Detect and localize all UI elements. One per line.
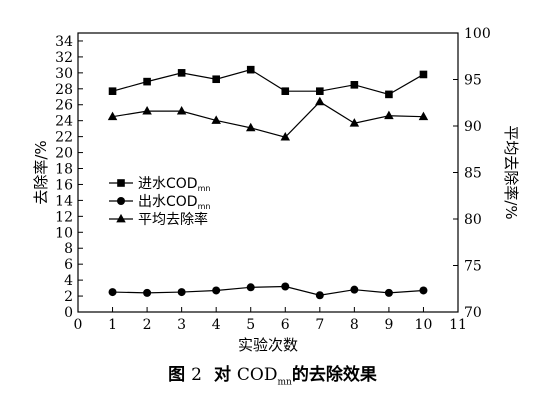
data-point-circle [212, 286, 221, 295]
y-left-tick-label: 24 [55, 114, 73, 130]
y-right-tick-label: 75 [464, 259, 482, 275]
data-point-square [419, 70, 428, 79]
caption-cod: COD [236, 365, 278, 385]
y-left-tick-label: 18 [55, 162, 73, 178]
legend-label-square: 进水CODmn [138, 176, 210, 193]
data-point-triangle [176, 106, 187, 115]
x-tick-label: 0 [74, 317, 83, 333]
series-line-triangle [112, 101, 424, 138]
y-left-tick-label: 8 [64, 241, 73, 257]
data-point-triangle [245, 122, 256, 132]
legend-marker-triangle [116, 213, 126, 223]
data-point-square [212, 75, 220, 84]
data-point-square [281, 87, 290, 95]
data-point-circle [177, 288, 186, 297]
data-point-triangle [384, 110, 394, 120]
x-tick-label: 10 [415, 317, 433, 333]
data-point-square [316, 87, 324, 95]
data-point-circle [108, 288, 117, 297]
caption-number: 2 [191, 365, 202, 385]
data-point-triangle [142, 106, 152, 115]
y-left-tick-label: 0 [64, 305, 73, 321]
data-point-circle [419, 286, 428, 295]
y-right-tick-label: 90 [464, 119, 482, 135]
legend-marker-square [117, 179, 125, 187]
data-point-circle [246, 283, 255, 292]
series-line-square [112, 69, 424, 96]
data-point-circle [281, 282, 290, 291]
data-point-triangle [211, 115, 221, 124]
x-tick-label: 7 [315, 317, 324, 333]
caption-text-before: 对 [213, 365, 231, 385]
y-right-tick-label: 85 [464, 166, 482, 182]
y-left-tick-label: 28 [55, 82, 73, 98]
data-point-square [350, 81, 359, 89]
legend-label-circle: 出水CODmn [138, 194, 210, 211]
y-left-tick-label: 22 [55, 130, 73, 146]
caption-prefix: 图 [168, 365, 186, 385]
x-tick-label: 2 [143, 317, 152, 333]
y-left-tick-label: 34 [55, 34, 73, 50]
y-right-tick-label: 95 [464, 73, 482, 89]
data-point-triangle [107, 111, 118, 121]
legend-label-triangle: 平均去除率 [138, 211, 208, 228]
x-tick-label: 1 [108, 317, 117, 333]
y-left-tick-label: 20 [55, 146, 73, 162]
y-right-tick-label: 100 [464, 26, 491, 42]
x-axis-title: 实验次数 [238, 336, 298, 354]
x-tick-label: 3 [177, 317, 186, 333]
data-point-circle [350, 285, 359, 294]
data-point-circle [143, 288, 152, 297]
y-left-tick-label: 6 [64, 257, 73, 273]
data-point-circle [384, 288, 393, 297]
x-tick-label: 11 [449, 317, 467, 333]
chart-svg: 0 1 2 3 4 5 6 7 8 9 10 1102468101214161820222426283… [32, 26, 520, 354]
data-point-square [177, 69, 186, 77]
y-right-tick-label: 80 [464, 212, 482, 228]
data-point-triangle [349, 118, 360, 127]
data-point-square [143, 77, 151, 86]
data-point-triangle [315, 96, 325, 106]
y-left-tick-label: 4 [64, 273, 73, 289]
plot-frame [77, 32, 459, 313]
x-tick-label: 9 [384, 317, 393, 333]
data-point-triangle [280, 132, 291, 141]
series-line-circle [112, 285, 424, 296]
y-left-tick-label: 32 [55, 50, 73, 66]
data-point-circle [315, 291, 324, 300]
data-point-triangle [418, 111, 429, 121]
x-tick-label: 8 [350, 317, 359, 333]
data-point-square [246, 65, 255, 74]
y-right-axis-title: 平均去除率/% [502, 125, 520, 219]
y-left-tick-label: 10 [55, 225, 73, 241]
data-point-square [108, 87, 117, 95]
caption-text-after: 的去除效果 [291, 365, 377, 385]
y-left-tick-label: 26 [55, 98, 73, 114]
y-left-tick-label: 30 [55, 66, 73, 82]
caption-cod-sub: mn [277, 377, 292, 388]
y-right-tick-label: 70 [464, 305, 482, 321]
x-tick-label: 4 [212, 317, 221, 333]
x-tick-label: 6 [281, 317, 290, 333]
legend-marker-circle [117, 197, 125, 205]
y-left-tick-label: 16 [55, 177, 73, 193]
y-left-tick-label: 2 [64, 289, 73, 305]
y-left-axis-title: 去除率/% [32, 140, 50, 204]
y-left-tick-label: 14 [55, 193, 73, 209]
x-tick-label: 5 [246, 317, 255, 333]
data-point-square [385, 90, 393, 99]
y-left-tick-label: 12 [55, 209, 73, 225]
